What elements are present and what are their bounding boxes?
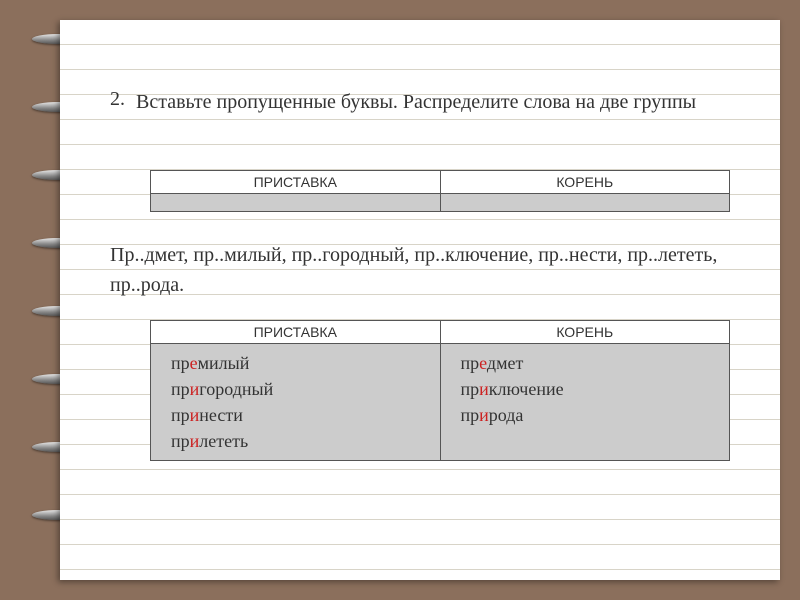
table1-cell-left: [151, 194, 441, 212]
answer-word: принести: [171, 402, 420, 428]
table1-header-root: КОРЕНЬ: [440, 171, 730, 194]
table2-header-root: КОРЕНЬ: [440, 321, 730, 344]
answer-cell-root: предметприключениеприрода: [440, 344, 730, 461]
answer-word: предмет: [461, 350, 710, 376]
answer-word: пригородный: [171, 376, 420, 402]
word-list: Пр..дмет, пр..милый, пр..городный, пр..к…: [110, 240, 750, 300]
answer-cell-prefix: премилыйпригородныйпринестиприлететь: [151, 344, 441, 461]
answer-word: премилый: [171, 350, 420, 376]
empty-table: ПРИСТАВКА КОРЕНЬ: [150, 170, 730, 212]
paper-page: 2. Вставьте пропущенные буквы. Распредел…: [60, 20, 780, 580]
task-text: Вставьте пропущенные буквы. Распределите…: [136, 88, 756, 116]
answer-word: природа: [461, 402, 710, 428]
answer-word: приключение: [461, 376, 710, 402]
task-number: 2.: [110, 88, 125, 111]
table1-header-prefix: ПРИСТАВКА: [151, 171, 441, 194]
table1-cell-right: [440, 194, 730, 212]
table2-header-prefix: ПРИСТАВКА: [151, 321, 441, 344]
answer-word: прилететь: [171, 428, 420, 454]
answer-table: ПРИСТАВКА КОРЕНЬ премилыйпригородныйприн…: [150, 320, 730, 461]
